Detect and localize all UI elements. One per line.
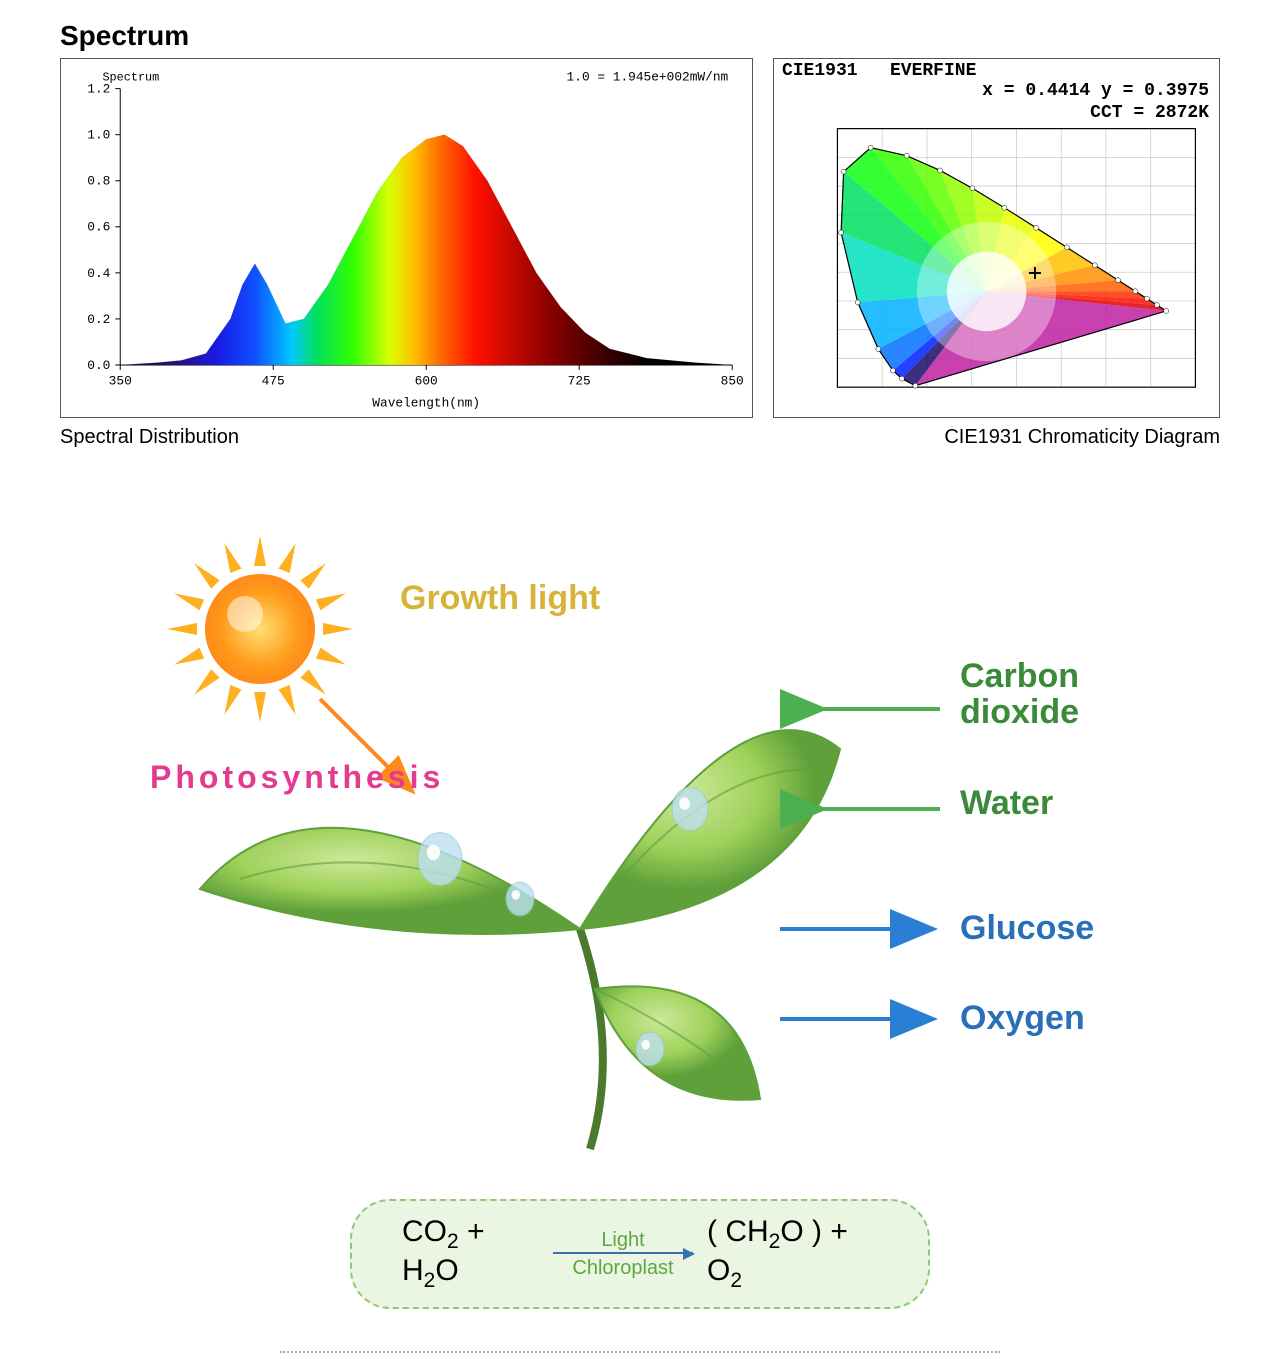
cie-header-left: CIE1931 xyxy=(782,61,858,81)
top-row: 0.00.20.40.60.81.01.2350475600725850Wave… xyxy=(60,58,1220,449)
equation-top: Light xyxy=(601,1230,644,1250)
cie-header: CIE1931 EVERFINE xyxy=(782,61,976,81)
label-growth-light: Growth light xyxy=(400,579,600,618)
dotted-underline xyxy=(280,1351,1000,1353)
cie-chart: CIE1931 EVERFINE x = 0.4414 y = 0.3975 C… xyxy=(773,58,1220,418)
svg-text:Spectrum: Spectrum xyxy=(102,71,159,85)
equation-arrow-icon xyxy=(553,1252,693,1254)
cie-header-right: EVERFINE xyxy=(890,61,976,81)
svg-text:850: 850 xyxy=(721,374,744,389)
equation-lhs: CO2 + H2O xyxy=(402,1215,539,1293)
svg-text:0.2: 0.2 xyxy=(87,312,110,327)
label-glucose: Glucose xyxy=(960,909,1094,948)
photosynthesis-infographic: Growth light Photosynthesis Carbondioxid… xyxy=(60,509,1220,1329)
svg-text:725: 725 xyxy=(568,374,591,389)
cie-xy-label: x = 0.4414 y = 0.3975 xyxy=(982,81,1209,101)
svg-text:600: 600 xyxy=(415,374,438,389)
spectrum-panel: 0.00.20.40.60.81.01.2350475600725850Wave… xyxy=(60,58,753,449)
svg-text:1.0 = 1.945e+002mW/nm: 1.0 = 1.945e+002mW/nm xyxy=(567,70,729,85)
svg-text:0.8: 0.8 xyxy=(87,174,110,189)
svg-text:475: 475 xyxy=(262,374,285,389)
label-photosynthesis: Photosynthesis xyxy=(150,759,444,796)
photosynthesis-svg xyxy=(60,509,1220,1209)
equation-bottom: Chloroplast xyxy=(572,1258,673,1278)
spectrum-chart: 0.00.20.40.60.81.01.2350475600725850Wave… xyxy=(60,58,753,418)
label-carbon-dioxide: Carbondioxide xyxy=(960,659,1079,730)
equation-rhs: ( CH2O ) + O2 xyxy=(707,1215,878,1293)
cie-panel: CIE1931 EVERFINE x = 0.4414 y = 0.3975 C… xyxy=(773,58,1220,449)
main-title: Spectrum xyxy=(60,20,1220,52)
svg-text:350: 350 xyxy=(109,374,132,389)
svg-text:0.6: 0.6 xyxy=(87,220,110,235)
spectrum-svg: 0.00.20.40.60.81.01.2350475600725850Wave… xyxy=(61,59,752,414)
cie-caption: CIE1931 Chromaticity Diagram xyxy=(773,426,1220,449)
label-oxygen: Oxygen xyxy=(960,999,1085,1038)
cie-cct-label: CCT = 2872K xyxy=(1090,103,1209,123)
svg-text:Wavelength(nm): Wavelength(nm) xyxy=(372,395,480,410)
equation-box: CO2 + H2O Light Chloroplast ( CH2O ) + O… xyxy=(350,1199,930,1309)
page-root: Spectrum 0.00.20.40.60.81.01.23504756007… xyxy=(0,0,1280,1369)
equation-arrow-stack: Light Chloroplast xyxy=(553,1230,693,1278)
svg-text:0.0: 0.0 xyxy=(87,358,110,373)
spectrum-caption: Spectral Distribution xyxy=(60,426,753,449)
svg-text:1.0: 1.0 xyxy=(87,128,110,143)
label-water: Water xyxy=(960,784,1053,823)
svg-text:0.4: 0.4 xyxy=(87,266,110,281)
